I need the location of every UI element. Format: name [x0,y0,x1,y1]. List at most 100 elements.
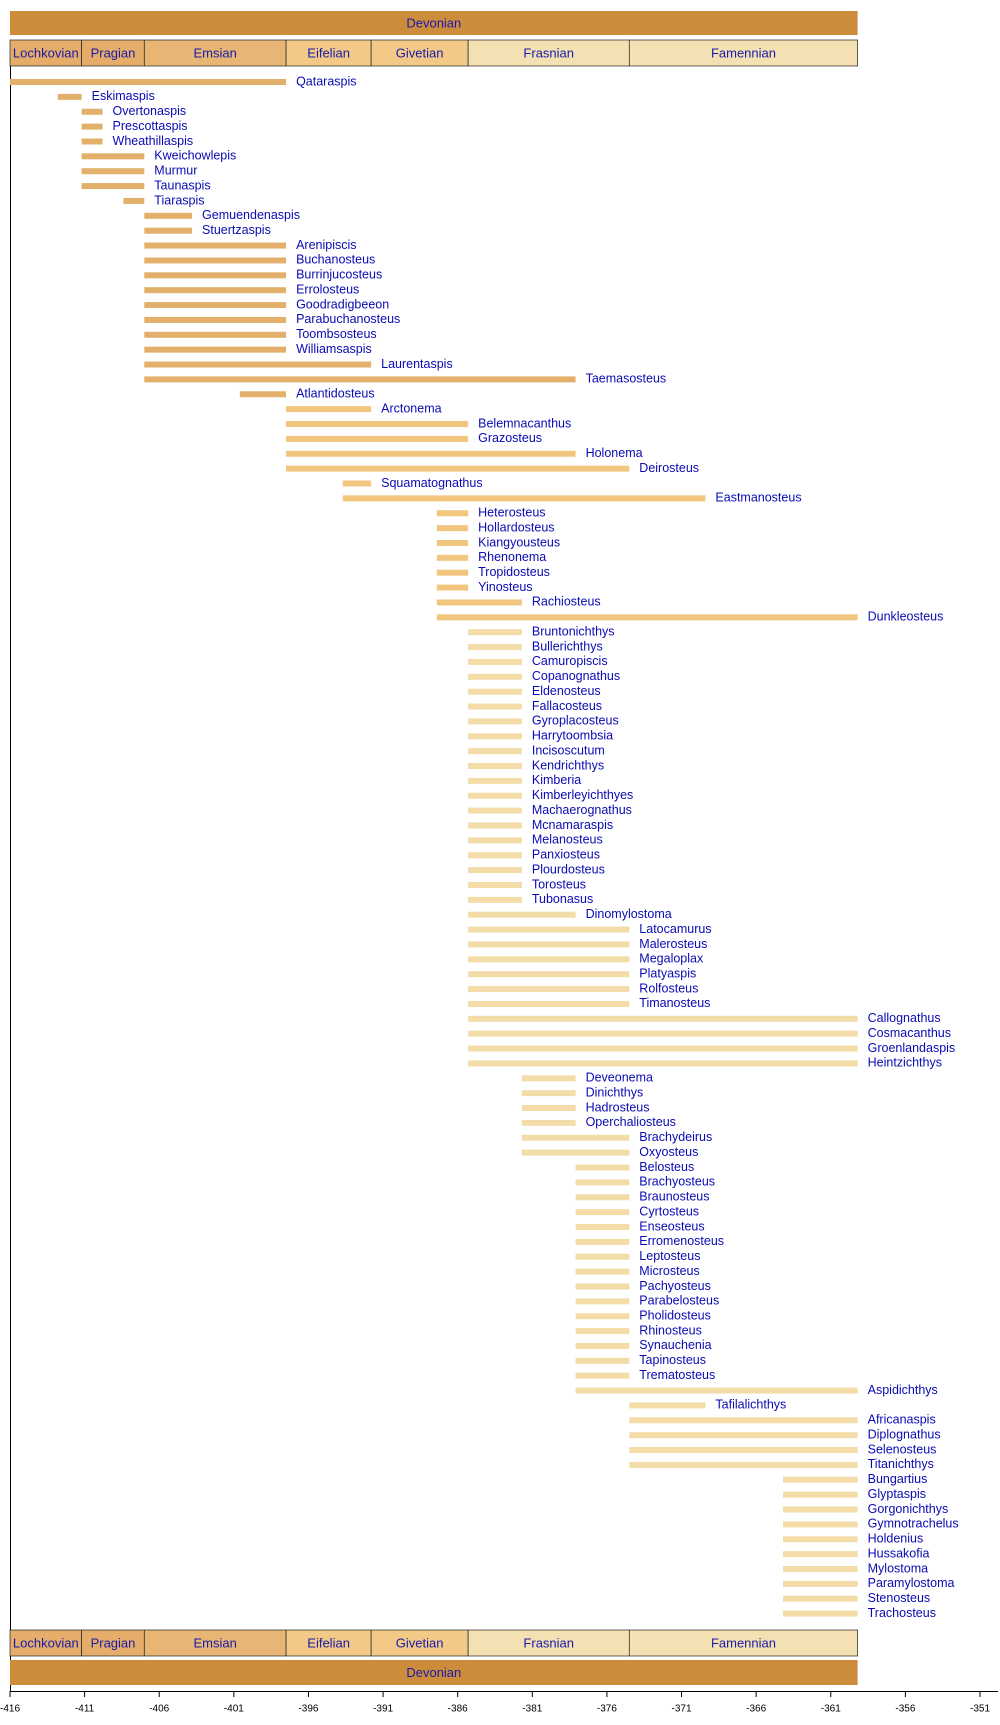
taxon-label: Cyrtosteus [639,1204,699,1218]
x-tick-label: -351 [970,1704,990,1715]
taxon-label: Dinomylostoma [586,907,672,921]
range-bar [468,1060,858,1067]
taxon-label: Rachiosteus [532,595,601,609]
taxon-label: Kimberia [532,773,581,787]
range-bar [629,1417,858,1424]
taxon-label: Copanognathus [532,669,620,683]
taxon-label: Holdenius [868,1532,924,1546]
range-bar [286,435,469,442]
stage-band [467,39,630,67]
taxon-label: Stuertzaspis [202,223,271,237]
range-bar [468,852,522,859]
taxon-label: Africanaspis [868,1413,936,1427]
range-bar [575,1328,630,1335]
range-bar [436,539,469,546]
taxon-label: Eastmanosteus [715,491,801,505]
taxon-label: Mylostoma [868,1561,928,1575]
range-bar [57,93,82,100]
taxon-label: Taemasosteus [586,372,667,386]
range-bar [239,391,287,398]
range-bar [468,763,522,770]
range-bar [436,614,858,621]
period-band [10,1660,858,1685]
taxon-label: Atlantidosteus [296,387,375,401]
range-bar [575,1283,630,1290]
range-bar [575,1194,630,1201]
taxon-label: Oxyosteus [639,1145,698,1159]
period-label: Devonian [406,15,461,30]
taxon-label: Eskimaspis [92,89,155,103]
range-bar [144,361,372,368]
range-bar [575,1313,630,1320]
x-tick-label: -376 [597,1704,617,1715]
range-bar [629,1402,706,1409]
taxon-label: Erromenosteus [639,1234,724,1248]
stage-label: Lochkovian [13,1635,79,1650]
taxon-label: Heterosteus [478,506,545,520]
stage-band [81,39,145,67]
taxon-label: Gemuendenaspis [202,208,300,222]
x-tick-label: -401 [224,1704,244,1715]
range-bar [468,718,522,725]
range-bar [575,1268,630,1275]
taxon-label: Errolosteus [296,282,359,296]
taxon-label: Hussakofia [868,1546,930,1560]
taxon-label: Pholidosteus [639,1309,711,1323]
stage-label: Pragian [91,45,136,60]
range-bar [575,1342,630,1349]
x-tick-label: -366 [746,1704,766,1715]
taxon-label: Trematosteus [639,1368,715,1382]
range-bar [629,1447,858,1454]
taxon-label: Callognathus [868,1011,941,1025]
range-bar [468,941,630,948]
range-bar [10,79,287,85]
taxon-label: Murmur [154,164,197,178]
taxon-label: Kendrichthys [532,758,604,772]
taxon-label: Mcnamaraspis [532,818,613,832]
taxon-label: Brachydeirus [639,1130,712,1144]
x-tick-label: -386 [448,1704,468,1715]
taxon-label: Deirosteus [639,461,699,475]
taxon-label: Stenosteus [868,1591,931,1605]
x-tick-label: -406 [149,1704,169,1715]
range-bar [468,881,522,888]
taxon-label: Eldenosteus [532,684,601,698]
range-bar [144,376,576,383]
period-label: Devonian [406,1665,461,1680]
x-tick-label: -361 [821,1704,841,1715]
range-bar [144,227,193,234]
range-bar [575,1164,630,1171]
range-bar [468,703,522,710]
taxon-label: Squamatognathus [381,476,482,490]
taxon-label: Hollardosteus [478,520,554,534]
taxon-label: Plourdosteus [532,862,605,876]
taxon-label: Platyaspis [639,966,696,980]
range-bar [783,1610,858,1617]
range-bar [783,1551,858,1558]
taxon-label: Melanosteus [532,833,603,847]
stage-label: Famennian [711,1635,776,1650]
range-bar [783,1536,858,1543]
range-bar [468,777,522,784]
range-bar [468,896,522,903]
x-tick-label: -381 [522,1704,542,1715]
taxon-label: Belosteus [639,1160,694,1174]
range-bar [783,1521,858,1528]
range-bar [81,168,145,175]
stage-label: Frasnian [523,45,574,60]
range-bar [436,569,469,576]
stage-label: Emsian [194,45,237,60]
taxon-label: Overtonaspis [113,104,187,118]
stage-band [9,1629,82,1657]
stage-label: Emsian [194,1635,237,1650]
range-bar [521,1075,576,1082]
taxon-label: Groenlandaspis [868,1041,956,1055]
x-tick-label: -356 [895,1704,915,1715]
taxon-label: Wheathillaspis [113,134,194,148]
range-bar [629,1432,858,1439]
taxon-label: Bungartius [868,1472,928,1486]
taxon-label: Synauchenia [639,1338,711,1352]
range-bar [468,867,522,874]
taxon-label: Harrytoombsia [532,729,613,743]
